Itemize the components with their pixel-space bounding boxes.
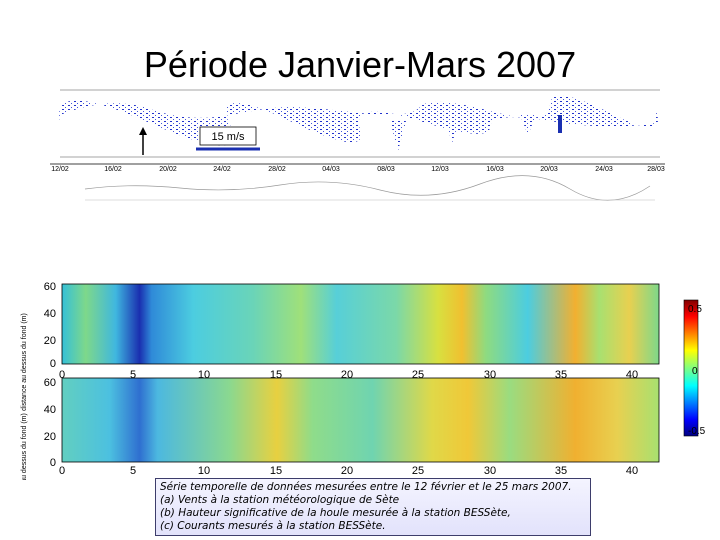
y-tick: 20 [44,431,56,443]
colorbar-tick: 0.5 [688,304,702,315]
x-tick: 10 [198,465,210,477]
x-tick: 40 [626,465,638,477]
x-tick: 30 [484,369,496,381]
date-tick: 20/02 [159,166,177,173]
colorbar-tick: 0 [692,366,698,377]
date-tick: 24/03 [595,166,613,173]
caption-line: (b) Hauteur significative de la houle me… [160,507,511,519]
caption-line: (c) Courants mesurés à la station BESSèt… [160,520,386,532]
current-frame-bottom [61,377,660,463]
y-tick: 60 [44,281,56,293]
date-tick: 16/03 [486,166,504,173]
x-tick: 5 [130,465,136,477]
wind-vectors-spike [445,119,460,143]
x-tick: 40 [626,369,638,381]
date-tick: 12/03 [431,166,449,173]
date-tick: 20/03 [540,166,558,173]
caption-line: (a) Vents à la station météorologique de… [160,494,400,506]
y-tick: 40 [44,308,56,320]
current-panels: 60 40 20 0 60 40 20 0 distance au dessus… [21,281,706,480]
x-tick: 20 [341,369,353,381]
wind-vectors-spike [390,121,406,151]
date-ticks: 12/02 16/02 20/02 24/02 28/02 04/03 08/0… [51,166,665,173]
date-tick: 28/02 [268,166,286,173]
x-tick: 15 [270,465,282,477]
date-tick: 04/03 [322,166,340,173]
x-tick: 15 [270,369,282,381]
current-field-top [62,284,659,364]
wind-vectors [59,95,659,146]
y-tick: 0 [50,358,56,370]
y-tick: 60 [44,377,56,389]
x-tick: 20 [341,465,353,477]
x-tick: 25 [412,465,424,477]
x-tick: 5 [130,369,136,381]
date-tick: 28/03 [647,166,665,173]
wave-height-trace [84,175,651,201]
date-tick: 16/02 [104,166,122,173]
wind-vector-panel: 15 m/s 12/02 16/02 20/02 24/02 28/02 04/… [50,89,665,201]
date-tick: 24/02 [213,166,231,173]
x-tick: 30 [484,465,496,477]
caption-line: Série temporelle de données mesurées ent… [160,481,572,493]
slide-title: Période Janvier-Mars 2007 [143,44,577,85]
y-tick: 40 [44,404,56,416]
colorbar-tick: -0.5 [688,426,706,437]
x-tick: 25 [412,369,424,381]
wind-vectors-spike [520,115,536,135]
scale-box [199,126,257,146]
current-frame-top [61,283,660,365]
y-tick: 0 [50,457,56,469]
colorbar [683,299,699,437]
scale-arrow-head [139,127,147,135]
x-tick: 0 [59,369,65,381]
x-tick: 35 [555,369,567,381]
wind-vectors-bar [558,115,562,133]
y-axis-label: distance au dessus du fond (m) [21,413,28,480]
scale-label: 15 m/s [211,131,245,143]
y-axis-label: distance au dessus du fond (m) [21,313,28,411]
y-tick: 20 [44,335,56,347]
x-tick: 0 [59,465,65,477]
date-tick: 08/03 [377,166,395,173]
figure-caption: Série temporelle de données mesurées ent… [155,478,591,536]
x-tick: 35 [555,465,567,477]
x-tick: 10 [198,369,210,381]
current-field-bottom [62,378,659,462]
date-tick: 12/02 [51,166,69,173]
